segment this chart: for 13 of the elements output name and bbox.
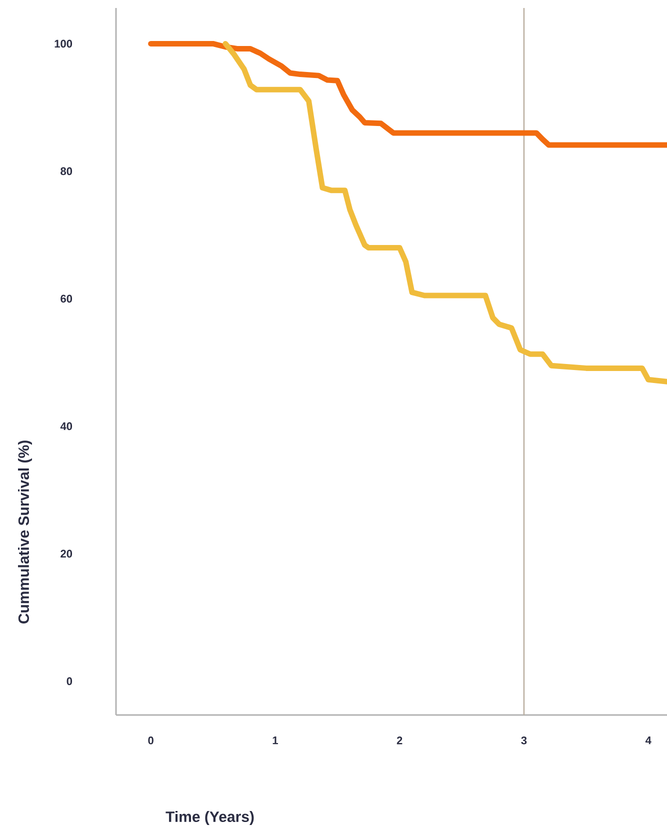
y-tick-label: 80 <box>60 167 72 176</box>
y-tick-label: 40 <box>60 422 72 430</box>
y-tick-label: 0 <box>66 677 72 686</box>
y-tick-label: 60 <box>60 294 72 303</box>
x-tick-label: 1 <box>272 736 278 744</box>
y-tick-label: 20 <box>60 550 72 558</box>
x-tick-label: 2 <box>396 736 402 744</box>
y-axis-title: Cummulative Survival (%) <box>18 440 32 624</box>
x-axis-title: Time (Years) <box>166 811 254 825</box>
x-tick-label: 0 <box>148 736 154 744</box>
x-tick-label: 3 <box>521 736 527 744</box>
y-tick-label: 100 <box>54 40 72 48</box>
x-tick-label: 4 <box>645 736 652 744</box>
